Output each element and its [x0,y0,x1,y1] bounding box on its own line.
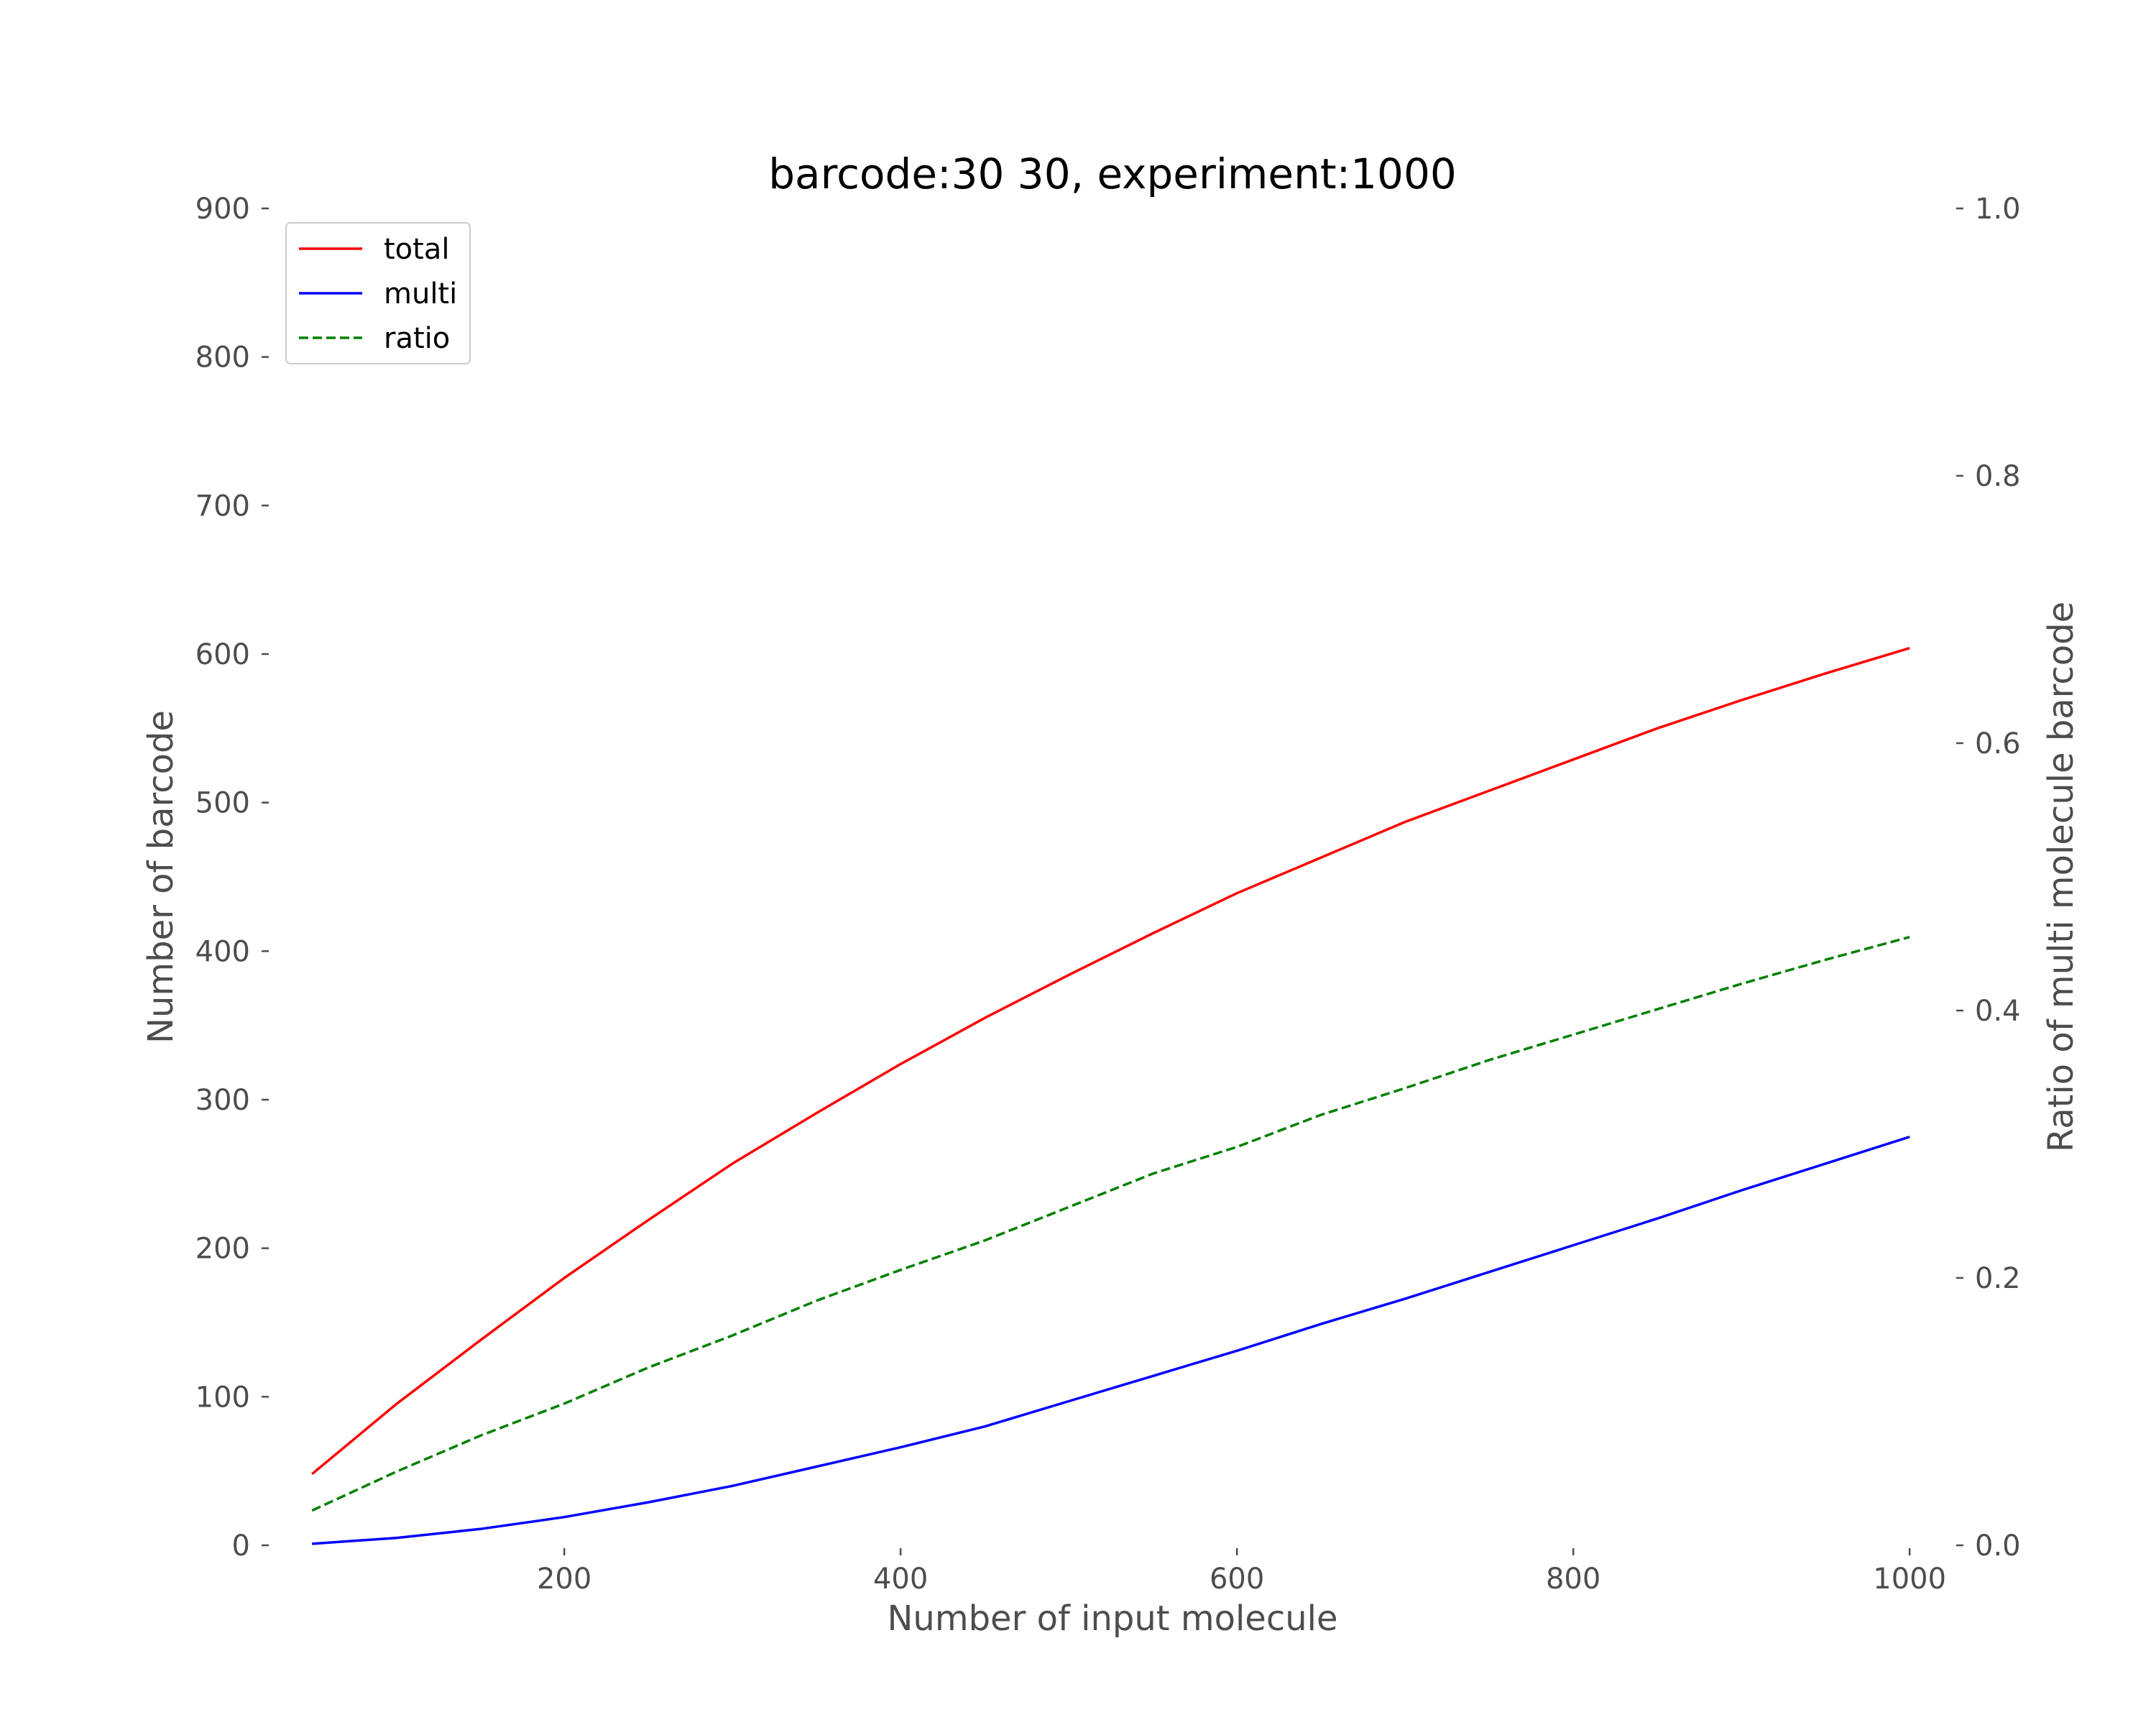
y-right-tick-label: 0.2 [1975,1262,2021,1295]
y-left-tick-label: 600 [195,638,250,671]
y-right-tick-label: 1.0 [1975,193,2021,226]
y-axis-left-label: Number of barcode [141,710,181,1044]
x-axis-label: Number of input molecule [888,1598,1338,1639]
y-right-tick-label: 0.6 [1975,727,2021,760]
y-left-tick-label: 400 [195,935,250,968]
y-left-tick-label: 800 [195,341,250,374]
x-tick-label: 200 [537,1563,591,1596]
legend-box [285,222,471,364]
x-tick-label: 800 [1546,1563,1600,1596]
series-line-multi [312,1136,1910,1545]
legend: total multi ratio [285,222,471,364]
y-axis-right: 0.0 0.2 0.4 0.6 0.8 1.0 [1956,193,2021,1563]
chart-title: barcode:30 30, experiment:1000 [768,150,1457,198]
y-left-tick-label: 100 [195,1381,250,1414]
y-left-tick-label: 500 [195,787,250,820]
y-right-tick-label: 0.8 [1975,460,2021,493]
legend-label-total: total [384,233,449,266]
legend-label-multi: multi [384,277,457,310]
series-line-ratio [311,936,1910,1512]
y-right-tick-label: 0.4 [1975,995,2021,1028]
x-tick-label: 400 [873,1563,928,1596]
y-left-tick-label: 0 [232,1530,250,1563]
y-left-tick-label: 200 [195,1233,250,1266]
x-tick-label: 1000 [1873,1563,1946,1596]
y-left-tick-label: 300 [195,1084,250,1117]
y-right-tick-label: 0.0 [1975,1530,2021,1563]
legend-label-ratio: ratio [384,322,450,355]
y-axis-right-label: Ratio of multi molecule barcode [2041,602,2081,1152]
series-line-total [311,647,1910,1476]
y-axis-left: 0 100 200 300 400 500 600 700 800 900 [195,193,269,1563]
y-left-tick-label: 700 [195,489,250,523]
series-layer [311,647,1910,1545]
x-tick-label: 600 [1210,1563,1264,1596]
y-left-tick-label: 900 [195,193,250,226]
x-axis: 200 400 600 800 1000 [537,1548,1946,1596]
